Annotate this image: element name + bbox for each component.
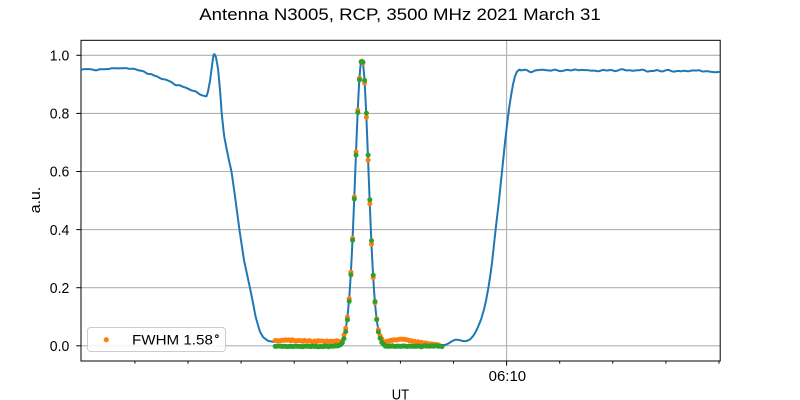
svg-text:0.4: 0.4 [50,222,70,239]
svg-text:0.2: 0.2 [50,280,70,297]
svg-text:06:10: 06:10 [489,368,527,385]
svg-text:0.0: 0.0 [50,338,70,355]
svg-text:a.u.: a.u. [28,187,44,214]
svg-text:0.8: 0.8 [50,106,70,123]
svg-text:UT: UT [392,388,409,400]
svg-text:Antenna N3005, RCP, 3500 MHz 2: Antenna N3005, RCP, 3500 MHz 2021 March … [199,6,601,24]
svg-text:1.0: 1.0 [50,48,70,65]
svg-text:0.6: 0.6 [50,164,70,181]
svg-text:FWHM 1.58: FWHM 1.58 [132,331,213,347]
